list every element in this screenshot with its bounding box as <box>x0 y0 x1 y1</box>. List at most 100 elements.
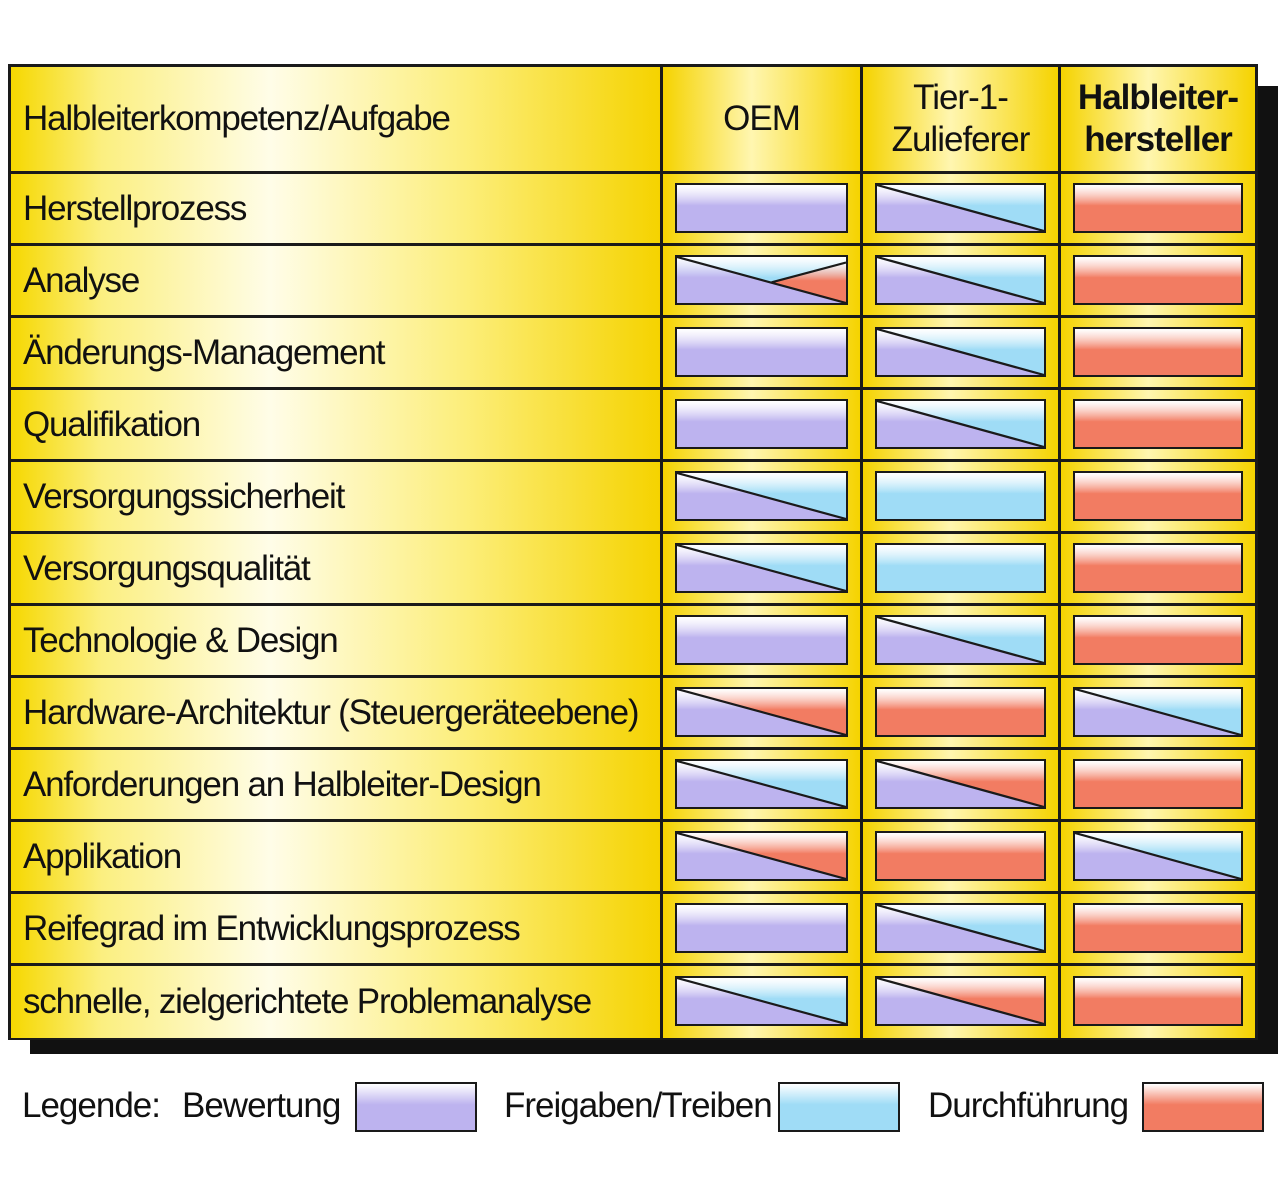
role-bar-tier1 <box>875 254 1046 305</box>
cell-oem <box>663 894 863 963</box>
role-bar-oem <box>675 614 848 665</box>
table-row: Änderungs-Management <box>11 318 1255 390</box>
competence-table: Halbleiterkompetenz/Aufgabe OEM Tier-1- … <box>8 64 1258 1040</box>
role-bar-semi <box>1073 976 1243 1026</box>
header-semi-line2: hersteller <box>1084 120 1233 159</box>
cell-semi <box>1061 534 1255 603</box>
role-bar-semi <box>1073 182 1243 233</box>
table-row: Applikation <box>11 822 1255 894</box>
cell-tier1 <box>863 894 1061 963</box>
table-row: Herstellprozess <box>11 174 1255 246</box>
cell-tier1 <box>863 318 1061 387</box>
row-label: Qualifikation <box>11 390 663 459</box>
row-label: Versorgungsqualität <box>11 534 663 603</box>
header-oem: OEM <box>663 67 863 171</box>
role-bar-tier1 <box>875 542 1046 593</box>
legend-freigaben-label: Freigaben/Treiben <box>504 1086 773 1125</box>
cell-oem <box>663 246 863 315</box>
cell-semi <box>1061 750 1255 819</box>
cell-semi <box>1061 390 1255 459</box>
role-bar-oem <box>675 686 848 737</box>
header-row: Halbleiterkompetenz/Aufgabe OEM Tier-1- … <box>11 67 1255 174</box>
cell-semi <box>1061 318 1255 387</box>
row-label: Versorgungssicherheit <box>11 462 663 531</box>
cell-semi <box>1061 966 1255 1038</box>
cell-tier1 <box>863 534 1061 603</box>
row-label: Anforderungen an Halbleiter-Design <box>11 750 663 819</box>
role-bar-tier1 <box>875 830 1046 881</box>
row-label: Herstellprozess <box>11 174 663 243</box>
cell-oem <box>663 678 863 747</box>
cell-tier1 <box>863 174 1061 243</box>
row-label: Technologie & Design <box>11 606 663 675</box>
cell-tier1 <box>863 822 1061 891</box>
cell-semi <box>1061 246 1255 315</box>
role-bar-semi <box>1073 614 1243 665</box>
role-bar-semi <box>1073 542 1243 593</box>
legend-durchfuehrung-label: Durchführung <box>928 1086 1129 1125</box>
role-bar-tier1 <box>875 470 1046 521</box>
role-bar-oem <box>675 326 848 377</box>
role-bar-oem <box>675 976 848 1026</box>
legend-title: Legende: <box>22 1086 161 1125</box>
role-bar-semi <box>1073 758 1243 809</box>
cell-tier1 <box>863 678 1061 747</box>
row-label: schnelle, zielgerichtete Problemanalyse <box>11 966 663 1038</box>
role-bar-tier1 <box>875 182 1046 233</box>
role-bar-oem <box>675 470 848 521</box>
row-label: Applikation <box>11 822 663 891</box>
legend-bewertung-label: Bewertung <box>182 1086 341 1125</box>
role-bar-tier1 <box>875 614 1046 665</box>
cell-semi <box>1061 462 1255 531</box>
cell-oem <box>663 318 863 387</box>
role-bar-oem <box>675 398 848 449</box>
cell-oem <box>663 462 863 531</box>
cell-oem <box>663 966 863 1038</box>
legend-freigaben-swatch <box>778 1082 900 1132</box>
role-bar-semi <box>1073 326 1243 377</box>
role-bar-semi <box>1073 902 1243 953</box>
role-bar-semi <box>1073 470 1243 521</box>
row-label: Analyse <box>11 246 663 315</box>
legend-durchfuehrung-swatch <box>1142 1082 1264 1132</box>
table-row: Technologie & Design <box>11 606 1255 678</box>
cell-tier1 <box>863 606 1061 675</box>
cell-oem <box>663 390 863 459</box>
cell-tier1 <box>863 390 1061 459</box>
row-label: Hardware-Architektur (Steuergeräteebene) <box>11 678 663 747</box>
table-row: schnelle, zielgerichtete Problemanalyse <box>11 966 1255 1038</box>
cell-tier1 <box>863 246 1061 315</box>
cell-tier1 <box>863 750 1061 819</box>
cell-oem <box>663 534 863 603</box>
table-row: Analyse <box>11 246 1255 318</box>
table-row: Reifegrad im Entwicklungsprozess <box>11 894 1255 966</box>
cell-semi <box>1061 894 1255 963</box>
header-tier1-line1: Tier-1- <box>913 78 1009 117</box>
row-label: Reifegrad im Entwicklungsprozess <box>11 894 663 963</box>
role-bar-oem <box>675 758 848 809</box>
cell-semi <box>1061 822 1255 891</box>
role-bar-tier1 <box>875 758 1046 809</box>
cell-semi <box>1061 678 1255 747</box>
table-row: Versorgungssicherheit <box>11 462 1255 534</box>
role-bar-oem <box>675 542 848 593</box>
table-row: Qualifikation <box>11 390 1255 462</box>
cell-semi <box>1061 606 1255 675</box>
header-task: Halbleiterkompetenz/Aufgabe <box>11 67 663 171</box>
header-tier1: Tier-1- Zulieferer <box>863 67 1061 171</box>
cell-tier1 <box>863 966 1061 1038</box>
cell-oem <box>663 606 863 675</box>
table-row: Versorgungsqualität <box>11 534 1255 606</box>
role-bar-semi <box>1073 686 1243 737</box>
legend: Legende: Bewertung Freigaben/Treiben Dur… <box>22 1078 1272 1138</box>
cell-tier1 <box>863 462 1061 531</box>
cell-oem <box>663 750 863 819</box>
role-bar-tier1 <box>875 902 1046 953</box>
cell-semi <box>1061 174 1255 243</box>
role-bar-tier1 <box>875 398 1046 449</box>
legend-bewertung-swatch <box>355 1082 477 1132</box>
header-semiconductor: Halbleiter- hersteller <box>1061 67 1255 171</box>
role-bar-semi <box>1073 398 1243 449</box>
role-bar-semi <box>1073 254 1243 305</box>
cell-oem <box>663 822 863 891</box>
